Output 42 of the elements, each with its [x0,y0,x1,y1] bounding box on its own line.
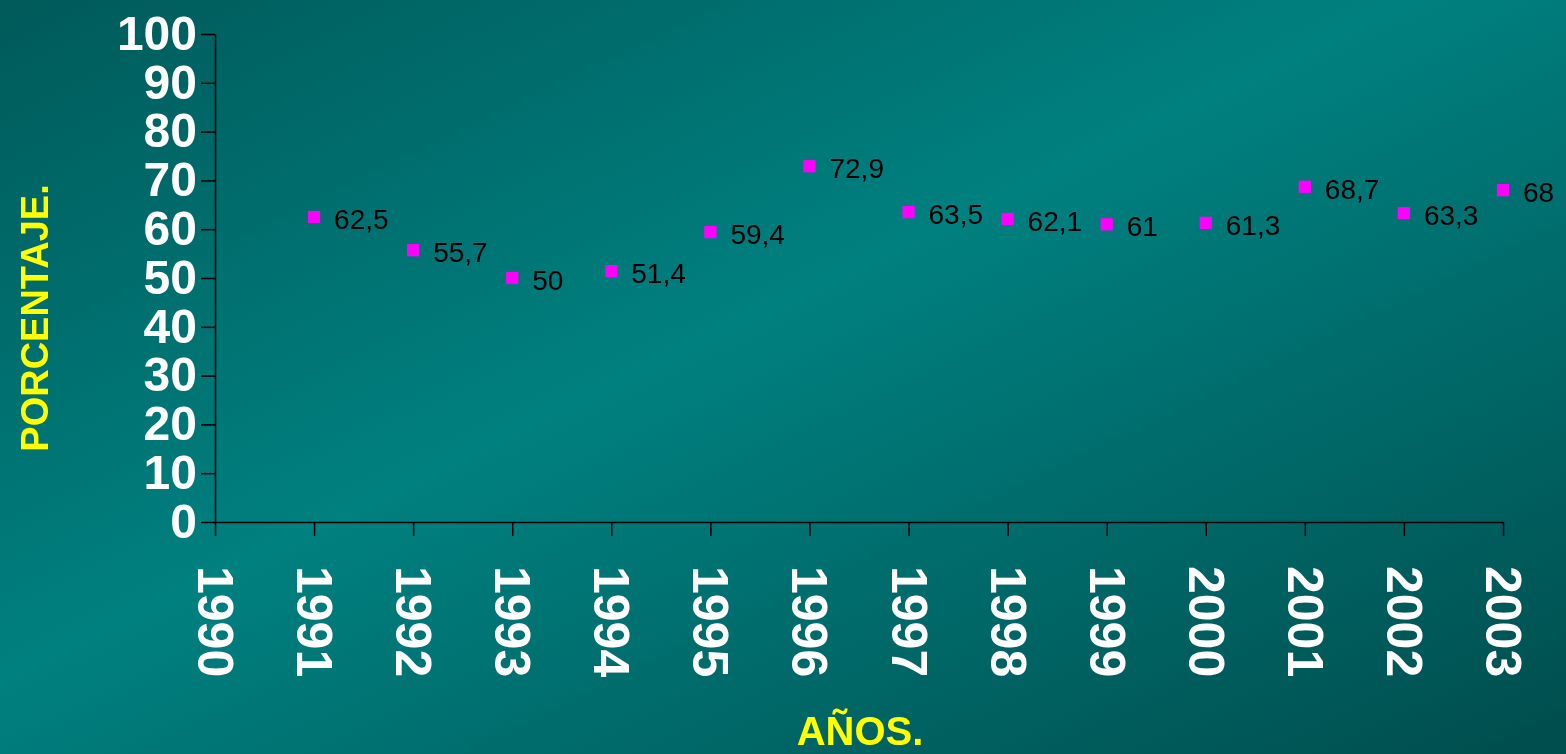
data-label: 61,3 [1225,209,1281,241]
point [407,244,420,257]
data-label: 55,7 [433,237,488,269]
x-tick-label: 1996 [781,566,838,678]
point [1397,206,1411,220]
data-label: 62,5 [334,204,389,235]
data-label: 72,9 [829,153,884,185]
x-tick-label: 1997 [880,566,937,678]
point [1298,180,1311,193]
point [605,265,618,278]
x-tick-label: 1994 [583,566,640,678]
x-axis-title: AÑOS. [796,708,924,753]
x-tick-label: 1998 [979,566,1036,678]
point [506,271,519,285]
x-tick-label: 2000 [1177,566,1234,678]
point [307,210,321,224]
x-tick-label: 1991 [286,566,343,678]
point [1199,216,1212,229]
point [1496,184,1510,197]
point [1100,218,1113,231]
data-label: 59,4 [730,219,785,251]
data-label: 63,5 [928,199,984,231]
point [1001,212,1014,226]
data-label: 63,3 [1423,200,1479,232]
x-tick-label: 1990 [187,566,243,678]
x-tick-label: 2001 [1276,566,1333,678]
point [902,206,915,219]
data-label: 50 [532,265,564,296]
data-label: 51,4 [631,258,686,290]
data-label: 68 [1523,177,1555,209]
x-tick-label: 2002 [1375,566,1432,678]
x-tick-label: 1993 [484,566,541,678]
point [704,226,717,239]
x-tick-label: 1999 [1078,566,1135,678]
y-axis-title: PORCENTAJE. [14,184,56,452]
data-label: 62,1 [1027,205,1083,237]
x-tick-label: 1992 [385,566,442,678]
x-tick-label: 1995 [682,566,739,678]
point [803,160,816,173]
data-label: 68,7 [1324,173,1380,205]
data-label: 61 [1126,211,1158,243]
x-tick-label: 2003 [1475,566,1531,678]
